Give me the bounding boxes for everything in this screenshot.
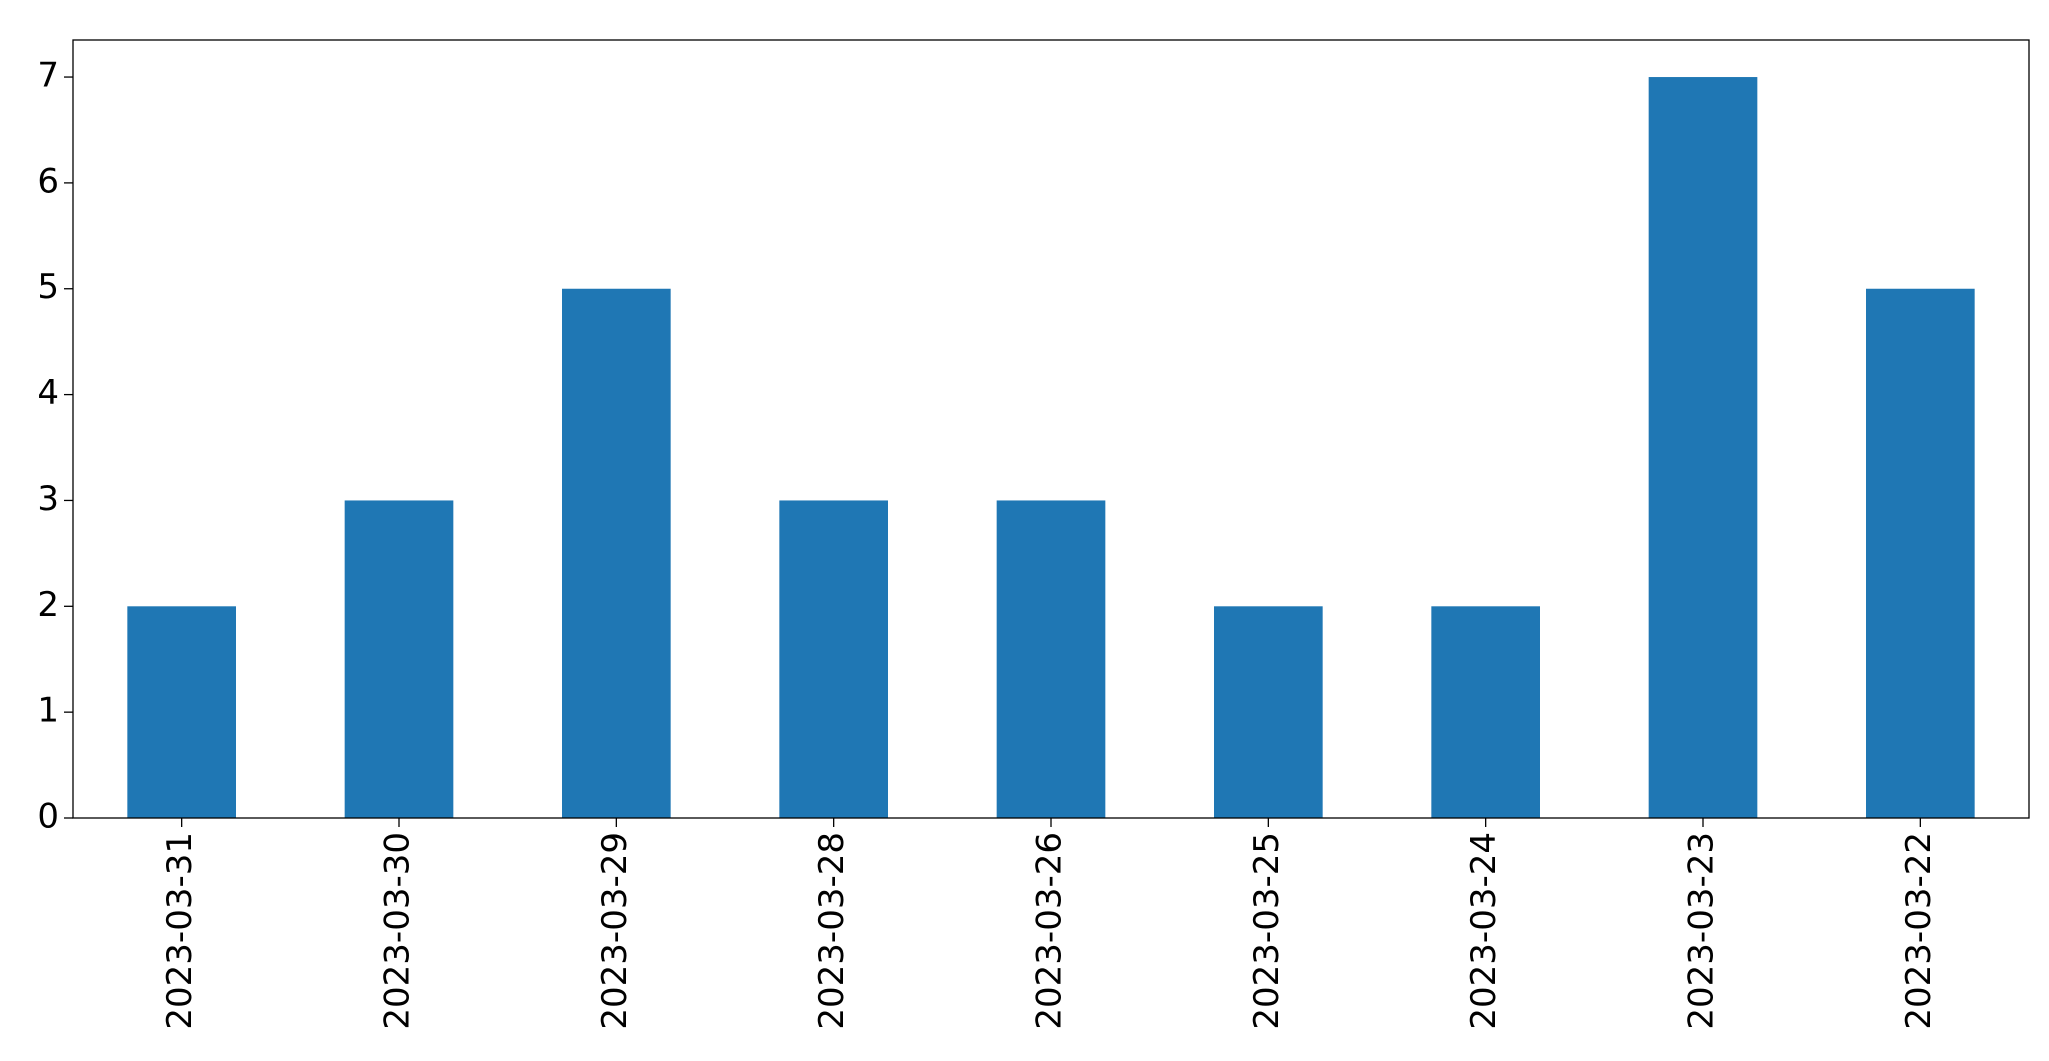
y-tick-label: 0 (37, 797, 59, 837)
y-tick-label: 2 (37, 585, 59, 625)
bar (1866, 288, 1975, 818)
x-tick-label: 2023-03-22 (1899, 832, 1939, 1030)
x-tick-label: 2023-03-30 (378, 832, 418, 1030)
x-tick-label: 2023-03-24 (1464, 832, 1504, 1030)
plot-frame (72, 39, 2030, 819)
y-tick-label: 1 (37, 691, 59, 731)
bar (1431, 606, 1540, 818)
y-tick-label: 3 (37, 479, 59, 519)
x-tick-label: 2023-03-26 (1030, 832, 1070, 1030)
bar (1648, 77, 1758, 819)
bar (1214, 606, 1323, 818)
bar (127, 606, 236, 818)
x-tick-label: 2023-03-28 (812, 832, 852, 1030)
y-tick-label: 6 (37, 161, 59, 201)
bar (562, 288, 671, 818)
x-tick-label: 2023-03-25 (1247, 832, 1287, 1030)
x-tick-label: 2023-03-23 (1682, 832, 1722, 1030)
y-tick-label: 5 (37, 267, 59, 307)
y-tick-label: 7 (37, 56, 59, 96)
bar (344, 500, 454, 818)
bar (779, 500, 888, 818)
bar (996, 500, 1106, 818)
x-tick-label: 2023-03-31 (160, 832, 200, 1030)
x-tick-label: 2023-03-29 (595, 832, 635, 1030)
y-tick-label: 4 (37, 373, 59, 413)
